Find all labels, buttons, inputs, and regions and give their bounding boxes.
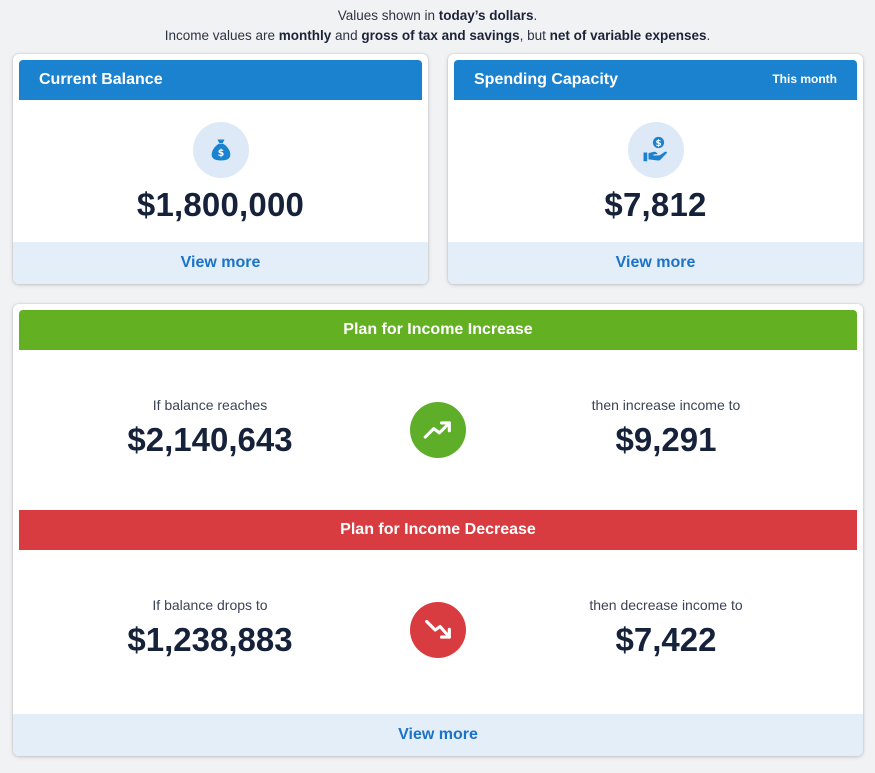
notes-bold: today’s dollars: [438, 8, 534, 23]
income-decrease-title: Plan for Income Decrease: [340, 521, 536, 538]
notes-text: , but: [519, 28, 550, 43]
notes-text: .: [533, 8, 538, 23]
notes-bold: net of variable expenses: [549, 28, 707, 43]
notes-text: Values shown in: [337, 8, 439, 23]
spending-capacity-card: Spending Capacity This month $ $7,812 Vi…: [448, 54, 863, 284]
current-balance-view-more-button[interactable]: View more: [13, 242, 428, 284]
income-plan-view-more-button[interactable]: View more: [13, 714, 863, 756]
notes-line-1: Values shown in today’s dollars.: [0, 6, 875, 26]
notes-text: .: [706, 28, 711, 43]
notes-bold: monthly: [278, 28, 332, 43]
notes-line-2: Income values are monthly and gross of t…: [0, 26, 875, 46]
income-plan-card: Plan for Income Increase If balance reac…: [13, 304, 863, 756]
decrease-condition-value: $1,238,883: [127, 621, 293, 658]
trend-down-icon: [410, 602, 466, 658]
increase-condition: If balance reaches $2,140,643: [20, 397, 400, 459]
hand-coin-icon: $: [628, 122, 684, 178]
spending-capacity-value: $7,812: [604, 186, 707, 223]
current-balance-card: Current Balance $ $1,800,000 View more: [13, 54, 428, 284]
notes: Values shown in today’s dollars. Income …: [0, 6, 875, 46]
spending-capacity-period: This month: [772, 72, 837, 86]
income-increase-title: Plan for Income Increase: [343, 321, 533, 338]
spending-capacity-title: Spending Capacity: [474, 71, 619, 88]
notes-text: Income values are: [164, 28, 279, 43]
increase-action-label: then increase income to: [591, 397, 741, 413]
current-balance-header: Current Balance: [19, 60, 422, 100]
current-balance-value: $1,800,000: [136, 186, 305, 223]
income-decrease-header: Plan for Income Decrease: [19, 510, 857, 550]
increase-condition-value: $2,140,643: [127, 421, 293, 458]
trend-up-icon: [410, 402, 466, 458]
current-balance-title: Current Balance: [39, 71, 163, 88]
spending-capacity-view-more-button[interactable]: View more: [448, 242, 863, 284]
notes-text: and: [331, 28, 362, 43]
spending-capacity-header: Spending Capacity This month: [454, 60, 857, 100]
increase-action: then increase income to $9,291: [476, 397, 856, 459]
decrease-action: then decrease income to $7,422: [476, 597, 856, 659]
svg-text:$: $: [218, 148, 225, 159]
increase-condition-label: If balance reaches: [152, 397, 268, 413]
decrease-condition-label: If balance drops to: [152, 597, 268, 613]
decrease-action-label: then decrease income to: [589, 597, 743, 613]
svg-text:$: $: [655, 139, 661, 149]
income-increase-header: Plan for Income Increase: [19, 310, 857, 350]
decrease-action-value: $7,422: [615, 621, 717, 658]
decrease-condition: If balance drops to $1,238,883: [20, 597, 400, 659]
increase-action-value: $9,291: [615, 421, 717, 458]
notes-bold: gross of tax and savings: [361, 28, 520, 43]
money-bag-icon: $: [193, 122, 249, 178]
